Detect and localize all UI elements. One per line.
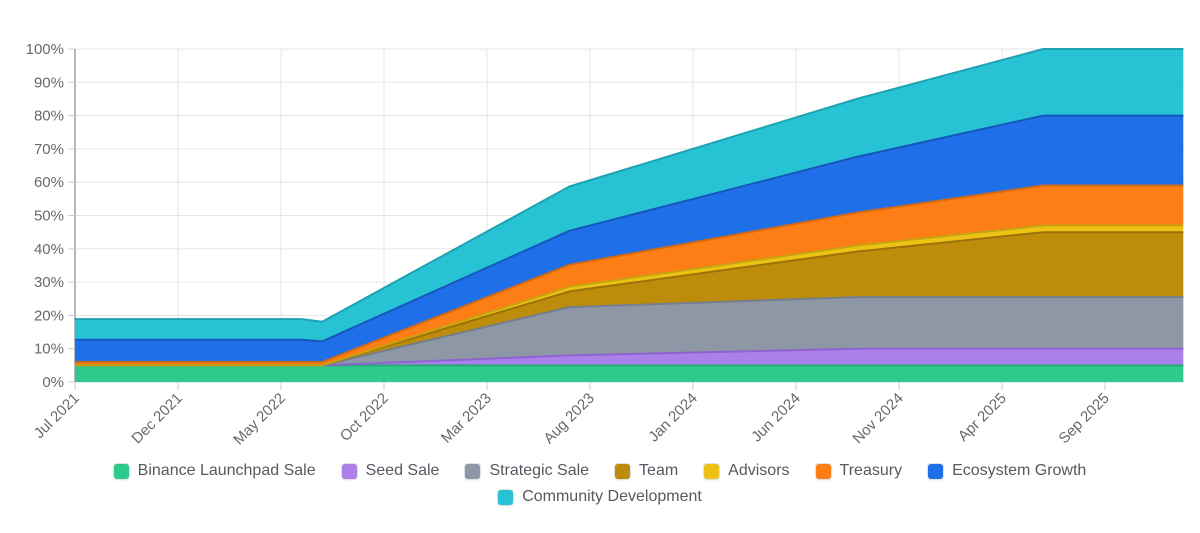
legend-item-binance-launchpad-sale[interactable]: Binance Launchpad Sale bbox=[113, 462, 316, 480]
x-axis-tick-label: Jan 2024 bbox=[645, 390, 701, 446]
stacked-area-plot: 0% 10% 20% 30% 40% 50% 60% 70% 80% 90% 100% Jul 202… bbox=[26, 41, 1185, 449]
legend-swatch-icon bbox=[928, 463, 944, 479]
x-axis-tick-label: Nov 2024 bbox=[849, 390, 906, 447]
y-axis-tick-label: 90% bbox=[34, 74, 64, 91]
area-edge-community-development bbox=[75, 48, 1184, 323]
legend-label: Team bbox=[639, 462, 679, 479]
y-axis-tick-label: 80% bbox=[34, 108, 64, 125]
area-edge-ecosystem-growth bbox=[75, 114, 1184, 343]
area-edge-advisors bbox=[75, 224, 1184, 367]
y-axis-tick-label: 30% bbox=[34, 274, 64, 291]
x-axis-tick-label: May 2022 bbox=[230, 390, 289, 449]
legend-swatch-icon bbox=[615, 463, 631, 479]
y-axis-tick-label: 20% bbox=[34, 307, 64, 324]
legend-label: Advisors bbox=[728, 462, 790, 479]
legend-item-ecosystem-growth[interactable]: Ecosystem Growth bbox=[928, 462, 1086, 480]
area-team bbox=[75, 232, 1184, 366]
y-axis-tick-label: 50% bbox=[34, 208, 64, 225]
legend-item-strategic-sale[interactable]: Strategic Sale bbox=[465, 462, 589, 480]
legend-item-community-development[interactable]: Community Development bbox=[498, 488, 702, 506]
x-axis-tick-label: Oct 2022 bbox=[337, 390, 392, 445]
y-axis-tick-label: 10% bbox=[34, 341, 64, 358]
legend-label: Binance Launchpad Sale bbox=[137, 462, 316, 479]
area-treasury bbox=[75, 185, 1184, 366]
y-axis-tick-label: 60% bbox=[34, 174, 64, 191]
legend-swatch-icon bbox=[113, 463, 129, 479]
y-axis-tick-label: 0% bbox=[42, 374, 64, 391]
area-binance-launchpad-sale bbox=[75, 365, 1184, 382]
x-axis-tick-label: Jul 2021 bbox=[31, 390, 83, 442]
legend-label: Treasury bbox=[839, 462, 903, 479]
legend-swatch-icon bbox=[498, 489, 514, 505]
legend-label: Ecosystem Growth bbox=[952, 462, 1087, 479]
x-axis-tick-label: Apr 2025 bbox=[955, 390, 1010, 445]
x-axis-tick-label: Dec 2021 bbox=[128, 390, 185, 447]
legend-row: Community Development bbox=[498, 488, 702, 506]
legend-swatch-icon bbox=[704, 463, 720, 479]
area-edge-treasury bbox=[75, 184, 1184, 363]
legend-swatch-icon bbox=[815, 463, 831, 479]
legend-swatch-icon bbox=[465, 463, 481, 479]
legend-label: Strategic Sale bbox=[489, 462, 590, 479]
x-axis-tick-label: Sep 2025 bbox=[1055, 390, 1112, 447]
legend-swatch-icon bbox=[341, 463, 357, 479]
y-axis-tick-label: 100% bbox=[26, 41, 64, 58]
y-axis-tick-label: 40% bbox=[34, 241, 64, 258]
area-ecosystem-growth bbox=[75, 115, 1184, 362]
area-seed-sale bbox=[75, 348, 1184, 366]
legend-item-seed-sale[interactable]: Seed Sale bbox=[341, 462, 440, 480]
legend-item-team[interactable]: Team bbox=[615, 462, 678, 480]
x-axis-tick-label: Jun 2024 bbox=[748, 390, 804, 446]
legend-label: Community Development bbox=[522, 488, 702, 505]
legend-item-advisors[interactable]: Advisors bbox=[704, 462, 790, 480]
y-axis-tick-label: 70% bbox=[34, 141, 64, 158]
legend-label: Seed Sale bbox=[365, 462, 440, 479]
chart-legend: Binance Launchpad Sale Seed Sale Strategic… bbox=[0, 462, 1200, 506]
legend-item-treasury[interactable]: Treasury bbox=[815, 462, 903, 480]
x-axis-tick-label: Aug 2023 bbox=[540, 390, 597, 447]
legend-row: Binance Launchpad Sale Seed Sale Strategic… bbox=[113, 462, 1086, 480]
x-axis-tick-label: Mar 2023 bbox=[438, 390, 495, 447]
area-community-development bbox=[75, 49, 1184, 342]
